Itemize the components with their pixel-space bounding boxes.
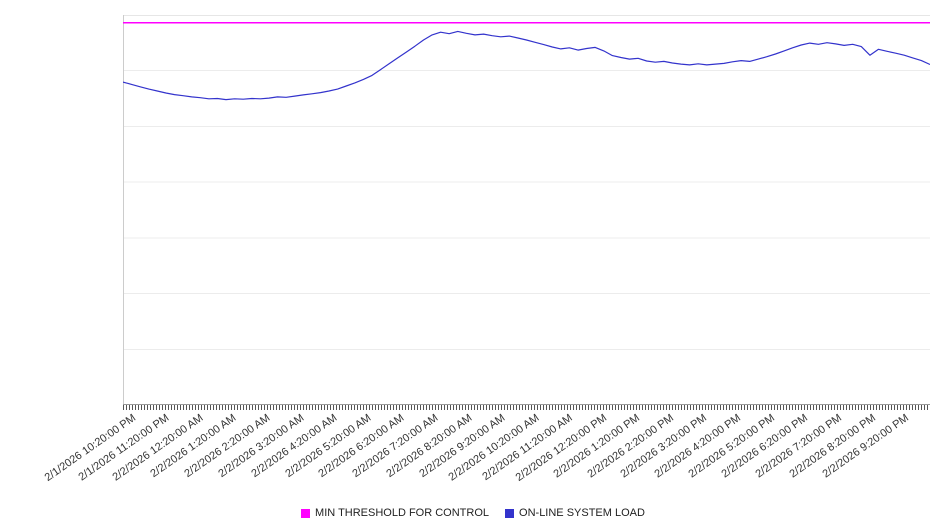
x-axis-label: 2/2/2026 8:20:00 AM bbox=[384, 412, 475, 481]
x-axis-label: 2/2/2026 8:20:00 PM bbox=[787, 412, 878, 481]
x-axis-label: 2/1/2026 11:20:00 PM bbox=[76, 412, 172, 484]
legend-label-threshold: MIN THRESHOLD FOR CONTROL bbox=[315, 507, 490, 519]
x-axis-label: 2/2/2026 7:20:00 AM bbox=[350, 412, 441, 481]
x-axis-label: 2/2/2026 5:20:00 AM bbox=[283, 412, 374, 481]
legend-label-load: ON-LINE SYSTEM LOAD bbox=[519, 507, 645, 519]
x-axis-label: 2/2/2026 2:20:00 AM bbox=[182, 412, 273, 481]
x-axis-label: 2/2/2026 6:20:00 AM bbox=[316, 412, 407, 481]
x-axis-label: 2/2/2026 12:20:00 PM bbox=[513, 412, 609, 484]
chart-canvas bbox=[123, 15, 930, 405]
x-axis-label: 2/2/2026 11:20:00 AM bbox=[480, 412, 576, 484]
x-axis-label: 2/2/2026 10:20:00 AM bbox=[446, 412, 542, 484]
x-axis-label: 2/2/2026 3:20:00 PM bbox=[618, 412, 710, 481]
x-axis-label: 2/2/2026 6:20:00 PM bbox=[719, 412, 811, 481]
x-axis-label: 2/2/2026 7:20:00 PM bbox=[753, 412, 845, 481]
plot-area bbox=[123, 15, 930, 405]
x-axis-label: 2/2/2026 3:20:00 AM bbox=[215, 412, 307, 481]
x-axis-label: 2/2/2026 4:20:00 AM bbox=[249, 412, 340, 481]
x-axis-minor-ticks bbox=[123, 405, 930, 410]
load-swatch-icon bbox=[505, 508, 515, 518]
x-axis-label: 2/2/2026 4:20:00 PM bbox=[652, 412, 744, 481]
legend-item-system-load[interactable]: ON-LINE SYSTEM LOAD bbox=[505, 507, 645, 519]
x-axis-label: 2/2/2026 12:20:00 AM bbox=[110, 412, 206, 484]
threshold-swatch-icon bbox=[301, 508, 311, 518]
x-axis-label: 2/2/2026 9:20:00 PM bbox=[820, 412, 912, 481]
x-axis-label: 2/2/2026 1:20:00 AM bbox=[148, 412, 239, 481]
legend-item-min-threshold[interactable]: MIN THRESHOLD FOR CONTROL bbox=[301, 507, 489, 519]
x-axis-label: 2/2/2026 2:20:00 PM bbox=[585, 412, 676, 481]
x-axis-label: 2/2/2026 5:20:00 PM bbox=[686, 412, 777, 481]
x-axis-label: 2/2/2026 1:20:00 PM bbox=[551, 412, 643, 481]
x-axis-label: 2/1/2026 10:20:00 PM bbox=[42, 412, 138, 484]
x-axis-label: 2/2/2026 9:20:00 AM bbox=[417, 412, 508, 481]
chart-legend: MIN THRESHOLD FOR CONTROL ON-LINE SYSTEM… bbox=[0, 507, 946, 519]
